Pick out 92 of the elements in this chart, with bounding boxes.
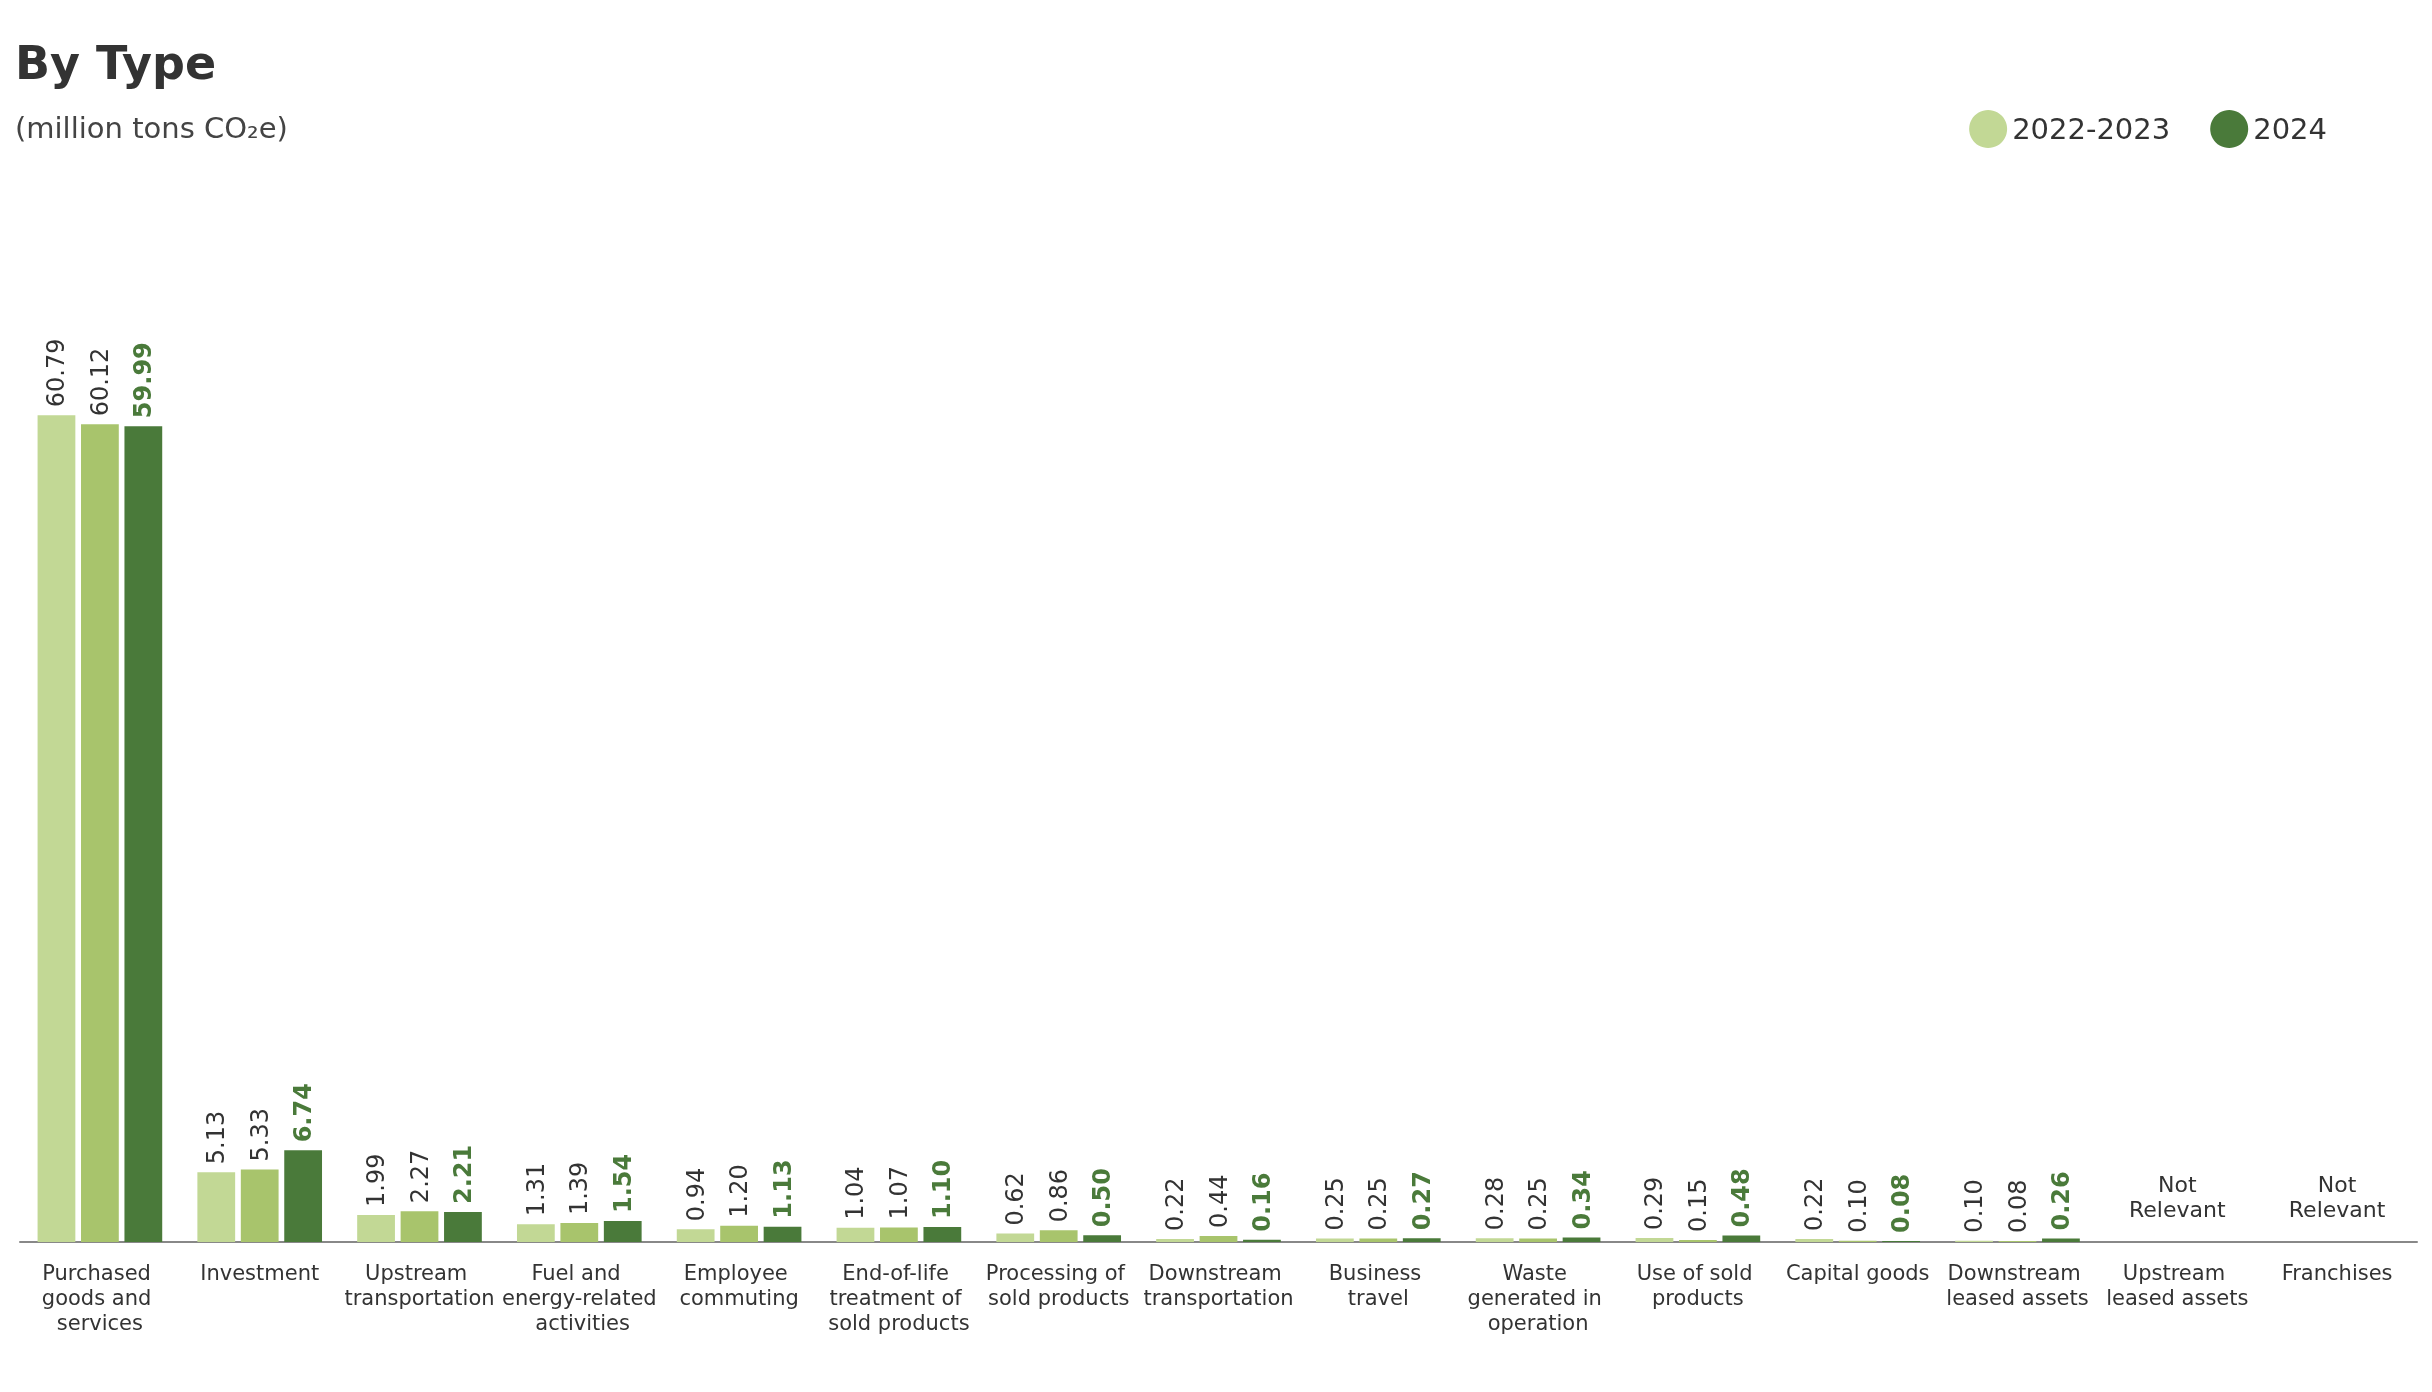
data-label: 0.08 [2003,1179,2032,1233]
bar [1475,1238,1514,1242]
bar [1243,1239,1281,1242]
bar [1039,1230,1078,1242]
data-label: 0.27 [1407,1171,1436,1231]
data-label: 1.13 [768,1159,797,1219]
legend-label: 2024 [2253,112,2328,146]
data-label: 1.04 [841,1166,870,1220]
chart-subtitle: (million tons CO₂e) [15,110,288,145]
x-tick-label: Downstream transportation [1143,1260,1294,1310]
bar [1679,1239,1717,1242]
bar [1156,1239,1194,1242]
data-label: 1.99 [362,1153,391,1207]
data-label: 5.13 [202,1110,231,1165]
data-label: 1.31 [521,1162,550,1217]
data-label: 0.48 [1727,1168,1756,1228]
data-label: 0.34 [1567,1170,1596,1230]
bar [1083,1235,1122,1242]
data-label: 1.07 [884,1166,913,1220]
data-label: 0.50 [1088,1167,1117,1228]
bar [560,1223,599,1242]
data-label: 1.20 [725,1164,754,1218]
data-label: 59.99 [129,342,158,419]
data-label: 0.26 [2046,1171,2075,1231]
bar [836,1227,875,1242]
data-label: 0.25 [1364,1177,1393,1231]
data-label: 0.25 [1320,1177,1349,1231]
bar [400,1211,439,1242]
bar [1562,1237,1601,1242]
data-label: 0.44 [1204,1174,1233,1229]
data-label: 5.33 [245,1108,274,1162]
bar [81,424,119,1242]
bar [2042,1238,2080,1242]
data-label: 6.74 [289,1083,318,1143]
bar [197,1172,236,1242]
bar [880,1227,918,1242]
x-tick-label: Employee commuting [679,1260,799,1310]
data-label: 2.27 [405,1149,434,1204]
data-label: 60.79 [42,338,71,408]
bar [357,1214,395,1242]
annotation: Not Relevant [2288,1172,2386,1222]
data-label: 0.22 [1161,1177,1190,1232]
x-tick-label: End-of-life treatment of sold products [828,1260,970,1335]
bar [996,1233,1035,1242]
bar [603,1221,642,1242]
x-tick-label: Business travel [1328,1260,1428,1310]
data-label: 0.10 [1843,1179,1872,1233]
x-tick-label: Franchises [2281,1260,2393,1285]
data-label: 0.62 [1001,1172,1030,1226]
data-label: 0.25 [1524,1177,1553,1231]
annotation: Not Relevant [2129,1172,2226,1222]
data-label: 0.08 [1887,1173,1916,1233]
bar [923,1227,962,1242]
bar [1722,1235,1761,1242]
bar [240,1169,279,1242]
data-label: 60.12 [85,347,114,417]
x-tick-label: Fuel and energy-related activities [501,1260,657,1335]
data-label: 0.94 [681,1167,710,1222]
data-label: 1.10 [928,1159,957,1220]
bar [720,1225,758,1242]
data-label: 0.28 [1480,1176,1509,1231]
bar [1635,1238,1674,1242]
data-label: 2.21 [448,1144,477,1204]
x-tick-label: Use of sold products [1636,1260,1760,1310]
data-label: 0.86 [1044,1168,1073,1223]
bar [676,1229,715,1242]
bar [1199,1236,1238,1242]
data-label: 0.22 [1800,1177,1829,1232]
bar [124,426,163,1242]
bar [1795,1239,1834,1242]
x-tick-label: Downstream leased assets [1946,1260,2089,1310]
data-label: 1.39 [565,1161,594,1216]
data-label: 1.54 [608,1153,637,1214]
data-label: 0.10 [1960,1179,1989,1233]
x-tick-label: Upstream leased assets [2106,1260,2249,1310]
x-tick-label: Waste generated in operation [1467,1260,1609,1335]
bar [1402,1238,1441,1242]
data-label: 0.15 [1683,1178,1712,1232]
bar [763,1226,802,1242]
data-label: 0.29 [1640,1176,1669,1231]
x-tick-label: Capital goods [1785,1260,1930,1285]
bar [37,415,76,1242]
legend-label: 2022-2023 [2012,112,2171,146]
x-tick-label: Upstream transportation [344,1260,495,1310]
data-label: 0.16 [1247,1172,1276,1232]
bar [444,1211,482,1242]
chart-title: By Type [15,36,217,90]
x-tick-label: Purchased goods and services [41,1260,158,1335]
x-tick-label: Processing of sold products [985,1260,1132,1310]
x-tick-label: Investment [200,1260,320,1285]
bar [284,1150,323,1242]
bar [516,1224,555,1242]
